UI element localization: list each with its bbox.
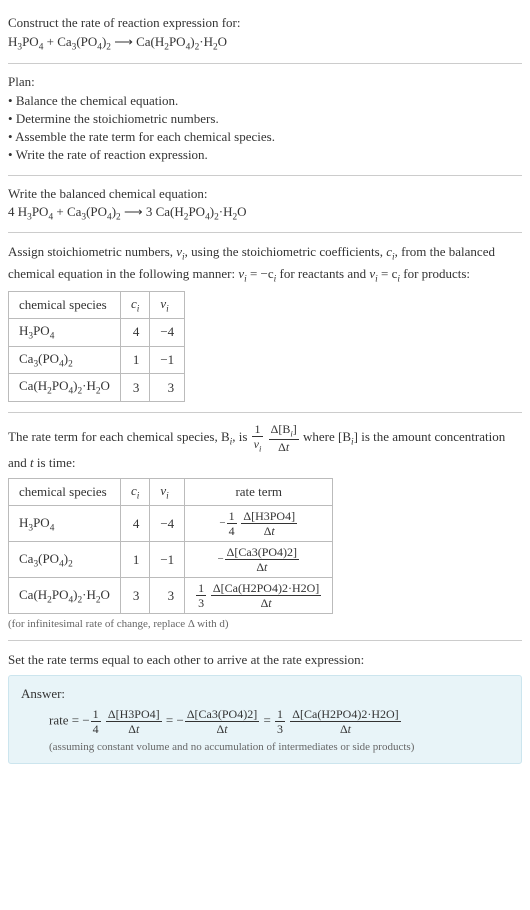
answer-note: (assuming constant volume and no accumul… [49, 741, 509, 753]
table-row: Ca(H2PO4)2·H2O 3 3 [9, 374, 185, 402]
p1b: PO [169, 34, 186, 49]
plan-section: Plan: Balance the chemical equation. Det… [8, 68, 522, 171]
th-species: chemical species [9, 291, 121, 319]
coef1: 4 [8, 204, 18, 219]
p1e: O [218, 34, 227, 49]
divider [8, 63, 522, 64]
table-row: H3PO4 4 −4 −14 Δ[H3PO4]Δt [9, 506, 333, 542]
plan-item: Balance the chemical equation. [8, 92, 522, 110]
th-species: chemical species [9, 478, 121, 506]
cell-nui: −4 [150, 319, 185, 347]
answer-box: Answer: rate = −14 Δ[H3PO4]Δt = −Δ[Ca3(P… [8, 675, 522, 764]
cell-ci: 1 [120, 346, 149, 374]
unbalanced-equation: H3PO4 + Ca3(PO4)2 ⟶ Ca(H2PO4)2·H2O [8, 34, 522, 53]
divider [8, 175, 522, 176]
table-row: Ca(H2PO4)2·H2O 3 3 13 Δ[Ca(H2PO4)2·H2O]Δ… [9, 578, 333, 614]
prompt-section: Construct the rate of reaction expressio… [8, 8, 522, 59]
answer-label: Answer: [21, 686, 509, 702]
r2b: (PO [76, 34, 97, 49]
rateterm-text: The rate term for each chemical species,… [8, 423, 522, 474]
plan-item: Write the rate of reaction expression. [8, 146, 522, 164]
arrow1: ⟶ [111, 34, 136, 49]
main-frac: Δ[Bi]Δt [269, 423, 299, 453]
stoich-section: Assign stoichiometric numbers, νi, using… [8, 237, 522, 408]
cell-species: Ca3(PO4)2 [9, 346, 121, 374]
balanced-equation: 4 H3PO4 + Ca3(PO4)2 ⟶ 3 Ca(H2PO4)2·H2O [8, 204, 522, 223]
th-ci: ci [120, 291, 149, 319]
plan-item: Determine the stoichiometric numbers. [8, 110, 522, 128]
cell-species: Ca(H2PO4)2·H2O [9, 374, 121, 402]
answer-equation: rate = −14 Δ[H3PO4]Δt = −Δ[Ca3(PO4)2]Δt … [49, 708, 509, 735]
cell-rateterm: 13 Δ[Ca(H2PO4)2·H2O]Δt [185, 578, 333, 614]
cell-species: H3PO4 [9, 506, 121, 542]
stoich-text: Assign stoichiometric numbers, νi, using… [8, 243, 522, 286]
infinitesimal-note: (for infinitesimal rate of change, repla… [8, 618, 522, 630]
p1a: Ca(H [136, 34, 164, 49]
r2a: Ca [57, 34, 71, 49]
divider [8, 412, 522, 413]
lead-frac: 1νi [252, 423, 264, 453]
balanced-section: Write the balanced chemical equation: 4 … [8, 180, 522, 229]
table-header-row: chemical species ci νi [9, 291, 185, 319]
p1d: ·H [199, 34, 213, 49]
th-nui: νi [150, 478, 185, 506]
final-text: Set the rate terms equal to each other t… [8, 651, 522, 669]
th-ci: ci [120, 478, 149, 506]
cell-rateterm: −Δ[Ca3(PO4)2]Δt [185, 542, 333, 578]
plan-item: Assemble the rate term for each chemical… [8, 128, 522, 146]
table-row: Ca3(PO4)2 1 −1 −Δ[Ca3(PO4)2]Δt [9, 542, 333, 578]
table-header-row: chemical species ci νi rate term [9, 478, 333, 506]
divider [8, 640, 522, 641]
plan-title: Plan: [8, 74, 522, 90]
rateterm-table: chemical species ci νi rate term H3PO4 4… [8, 478, 333, 615]
divider [8, 232, 522, 233]
cell-nui: 3 [150, 374, 185, 402]
final-section: Set the rate terms equal to each other t… [8, 645, 522, 770]
r1b: PO [22, 34, 39, 49]
th-nui: νi [150, 291, 185, 319]
br1a: H [18, 204, 27, 219]
table-row: H3PO4 4 −4 [9, 319, 185, 347]
stoich-table: chemical species ci νi H3PO4 4 −4 Ca3(PO… [8, 291, 185, 402]
cell-ci: 3 [120, 374, 149, 402]
cell-species: Ca(H2PO4)2·H2O [9, 578, 121, 614]
th-rateterm: rate term [185, 478, 333, 506]
rateterm-section: The rate term for each chemical species,… [8, 417, 522, 636]
prompt-text: Construct the rate of reaction expressio… [8, 14, 522, 32]
cell-species: H3PO4 [9, 319, 121, 347]
cell-rateterm: −14 Δ[H3PO4]Δt [185, 506, 333, 542]
cell-species: Ca3(PO4)2 [9, 542, 121, 578]
balanced-title: Write the balanced chemical equation: [8, 186, 522, 202]
cell-nui: −1 [150, 346, 185, 374]
plus1: + [43, 34, 57, 49]
cell-ci: 4 [120, 319, 149, 347]
plan-list: Balance the chemical equation. Determine… [8, 92, 522, 165]
table-row: Ca3(PO4)2 1 −1 [9, 346, 185, 374]
r1a: H [8, 34, 17, 49]
